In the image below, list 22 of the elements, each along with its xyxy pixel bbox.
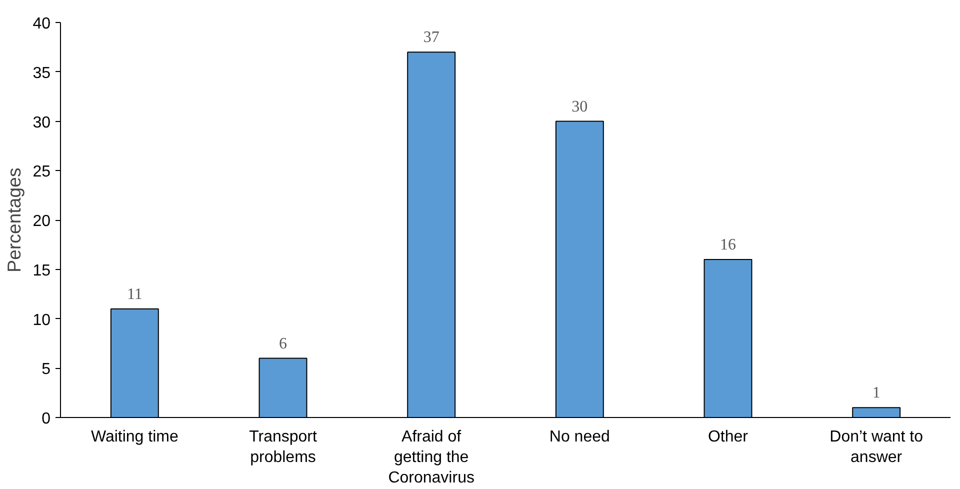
x-tick-label: Transport problems bbox=[249, 428, 318, 466]
data-label: 30 bbox=[572, 98, 588, 116]
y-axis-title: Percentages bbox=[4, 168, 25, 272]
x-tick-label: Afraid of getting the Coronavirus bbox=[388, 428, 474, 486]
data-label: 11 bbox=[126, 286, 142, 303]
data-label: 1 bbox=[872, 384, 880, 402]
x-tick-label: Don’t want to answer bbox=[830, 428, 924, 466]
data-label: 16 bbox=[720, 236, 736, 254]
y-tick-label: 25 bbox=[32, 164, 51, 181]
data-label: 37 bbox=[423, 29, 440, 46]
y-tick-label: 35 bbox=[32, 64, 51, 82]
x-tick-label: No need bbox=[549, 428, 610, 446]
y-tick-label: 0 bbox=[42, 410, 51, 428]
x-tick-label: Waiting time bbox=[90, 428, 178, 446]
y-tick-label: 40 bbox=[32, 16, 51, 32]
y-tick-label: 10 bbox=[32, 312, 51, 329]
data-label: 6 bbox=[279, 335, 287, 352]
y-tick-label: 30 bbox=[32, 114, 51, 132]
y-tick-label: 5 bbox=[42, 361, 51, 378]
y-tick-label: 20 bbox=[32, 213, 51, 230]
x-tick-label: Other bbox=[708, 428, 749, 446]
y-tick-label: 15 bbox=[32, 262, 51, 280]
